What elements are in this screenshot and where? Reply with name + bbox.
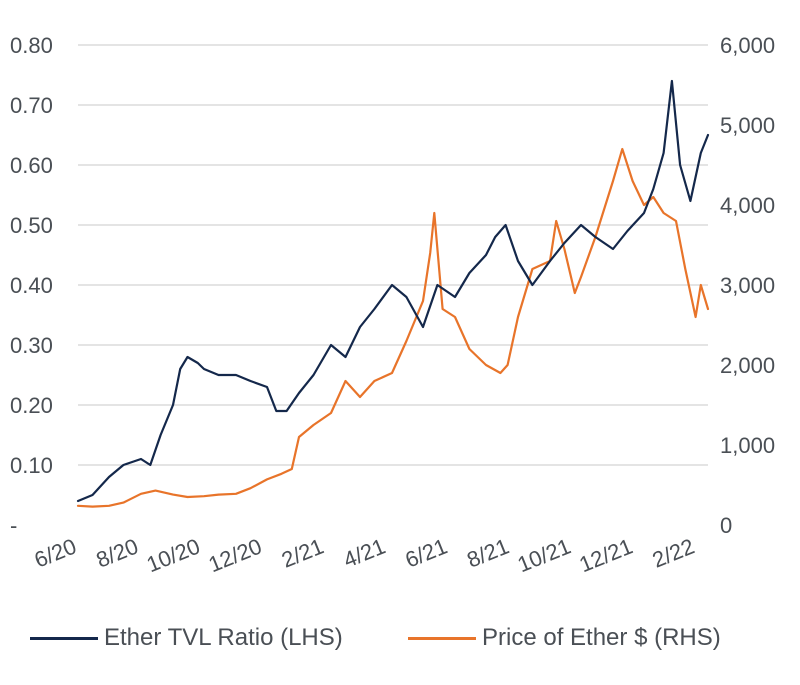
right-tick-label: 6,000: [720, 33, 775, 58]
x-tick-label: 10/20: [143, 533, 203, 577]
left-axis: - 0.10 0.20 0.30 0.40 0.50 0.60 0.70 0.80: [10, 33, 53, 538]
legend-item-price: Price of Ether $ (RHS): [408, 618, 721, 658]
right-tick-label: 2,000: [720, 353, 775, 378]
series-line-ether-price: [76, 147, 710, 508]
right-tick-label: 0: [720, 513, 732, 538]
grid-lines: [78, 44, 708, 466]
legend-item-tvl: Ether TVL Ratio (LHS): [30, 618, 343, 658]
right-tick-label: 5,000: [720, 113, 775, 138]
left-tick-label: 0.60: [10, 153, 53, 178]
left-tick-label: 0.80: [10, 33, 53, 58]
left-tick-label: 0.20: [10, 393, 53, 418]
right-axis: 0 1,000 2,000 3,000 4,000 5,000 6,000: [720, 33, 775, 538]
left-tick-label: -: [10, 513, 17, 538]
x-tick-label: 2/22: [649, 533, 698, 572]
x-axis: 6/20 8/20 10/20 12/20 2/21 4/21 6/21 8/21 10/21 1…: [31, 533, 698, 577]
x-tick-label: 10/21: [514, 533, 574, 577]
legend-swatch-tvl: [30, 636, 98, 640]
legend-label-price: Price of Ether $ (RHS): [482, 624, 721, 651]
x-tick-label: 12/20: [205, 533, 265, 577]
x-tick-label: 4/21: [340, 533, 389, 572]
x-tick-label: 8/20: [93, 533, 142, 572]
x-tick-label: 6/20: [31, 533, 80, 572]
x-tick-label: 8/21: [463, 533, 512, 572]
legend-label-tvl: Ether TVL Ratio (LHS): [104, 624, 343, 651]
left-tick-label: 0.70: [10, 93, 53, 118]
legend: Ether TVL Ratio (LHS) Price of Ether $ (…: [30, 618, 790, 658]
right-tick-label: 3,000: [720, 273, 775, 298]
left-tick-label: 0.40: [10, 273, 53, 298]
left-tick-label: 0.10: [10, 453, 53, 478]
right-tick-label: 1,000: [720, 433, 775, 458]
x-tick-label: 2/21: [278, 533, 327, 572]
series-line-tvl-ratio: [76, 79, 710, 503]
plot-area: [76, 79, 710, 508]
x-tick-label: 6/21: [402, 533, 451, 572]
right-tick-label: 4,000: [720, 193, 775, 218]
x-tick-label: 12/21: [576, 533, 636, 577]
left-tick-label: 0.30: [10, 333, 53, 358]
legend-swatch-price: [408, 636, 476, 640]
chart: - 0.10 0.20 0.30 0.40 0.50 0.60 0.70 0.80 0 1,000…: [10, 33, 775, 577]
left-tick-label: 0.50: [10, 213, 53, 238]
